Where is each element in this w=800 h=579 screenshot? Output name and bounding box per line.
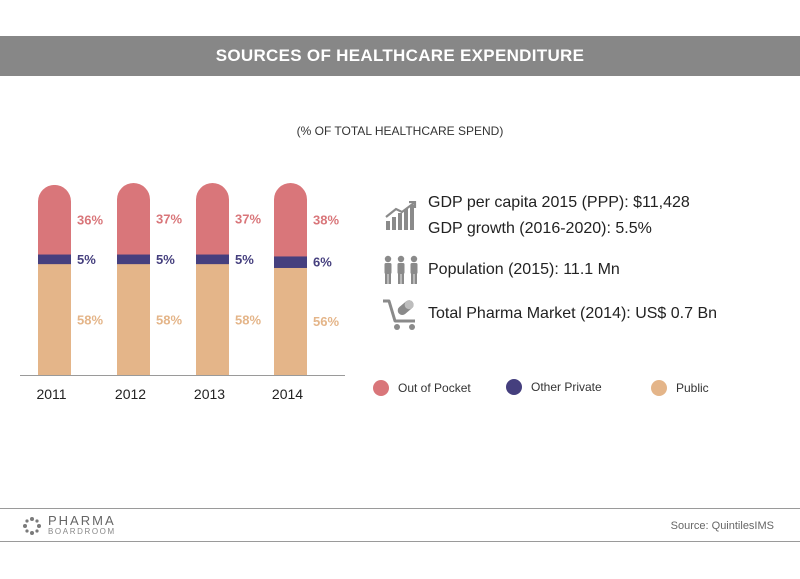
bar-segment-other-private-2012 <box>117 254 150 265</box>
bar-segment-other-private-2014 <box>274 255 307 268</box>
people-icon <box>380 250 422 290</box>
legend-item-out-of-pocket: Out of Pocket <box>373 380 471 396</box>
data-label: 5% <box>235 252 254 267</box>
bar-segment-public-2014 <box>274 267 307 375</box>
data-label: 56% <box>313 314 339 329</box>
footer-top-rule <box>0 508 800 509</box>
other-private-swatch <box>506 379 522 395</box>
data-label: 58% <box>235 312 261 327</box>
logo-text-pharma: PHARMA <box>48 513 116 528</box>
legend-label: Other Private <box>531 380 602 394</box>
title-bar: SOURCES OF HEALTHCARE EXPENDITURE <box>0 36 800 76</box>
pharma-market: Total Pharma Market (2014): US$ 0.7 Bn <box>428 305 718 322</box>
logo-text-boardroom: BOARDROOM <box>48 527 116 536</box>
bar-segment-out-of-pocket-2013 <box>196 183 229 255</box>
data-label: 5% <box>77 252 96 267</box>
footer-bottom-rule <box>0 541 800 542</box>
data-label: 38% <box>313 212 339 227</box>
data-label: 37% <box>156 212 182 227</box>
stacked-bar-chart: 58% 5% 36% 2011 58% 5% 37% 2012 58% 5% 37% 2013 56% 6… <box>20 183 345 402</box>
pharma-boardroom-logo: PHARMA BOARDROOM <box>22 513 116 537</box>
bar-stack-2012 <box>117 183 150 375</box>
bar-segment-public-2013 <box>196 263 229 375</box>
data-label: 5% <box>156 252 175 267</box>
legend-label: Public <box>676 381 709 395</box>
data-label: 58% <box>156 312 182 327</box>
population: Population (2015): 11.1 Mn <box>428 261 620 278</box>
pharma-cart-icon <box>380 294 422 334</box>
gdp-per-capita: GDP per capita 2015 (PPP): $11,428 <box>428 194 690 211</box>
logo-dots-icon <box>23 517 41 535</box>
legend-label: Out of Pocket <box>398 381 471 395</box>
bar-segment-other-private-2011 <box>38 254 71 265</box>
bar-segment-out-of-pocket-2014 <box>274 183 307 257</box>
source-note: Source: QuintilesIMS <box>670 520 774 532</box>
data-label: 36% <box>77 212 103 227</box>
data-label: 37% <box>235 212 261 227</box>
bar-segment-out-of-pocket-2012 <box>117 183 150 255</box>
bar-segment-public-2011 <box>38 263 71 375</box>
x-tick-label: 2011 <box>36 386 66 402</box>
data-label: 6% <box>313 255 332 270</box>
bar-stack-2013 <box>196 183 229 375</box>
data-label: 58% <box>77 312 103 327</box>
pharma-market-stat: Total Pharma Market (2014): US$ 0.7 Bn <box>380 294 717 334</box>
gdp-stats: GDP per capita 2015 (PPP): $11,428 GDP g… <box>380 190 690 242</box>
public-swatch <box>651 380 667 396</box>
legend-item-public: Public <box>651 380 709 396</box>
out-of-pocket-swatch <box>373 380 389 396</box>
growth-chart-icon <box>380 196 422 236</box>
gdp-growth: GDP growth (2016-2020): 5.5% <box>428 220 652 237</box>
chart-subtitle: (% OF TOTAL HEALTHCARE SPEND) <box>296 124 504 138</box>
page-title: SOURCES OF HEALTHCARE EXPENDITURE <box>215 46 585 65</box>
x-tick-label: 2013 <box>194 386 225 402</box>
bar-segment-other-private-2013 <box>196 254 229 265</box>
bar-stack-2011 <box>38 184 71 375</box>
x-tick-label: 2014 <box>272 386 303 402</box>
legend-item-other-private: Other Private <box>506 379 602 395</box>
bar-segment-out-of-pocket-2011 <box>38 184 71 255</box>
bar-stack-2014 <box>274 183 307 375</box>
bar-segment-public-2012 <box>117 263 150 375</box>
x-tick-label: 2012 <box>115 386 146 402</box>
population-stat: Population (2015): 11.1 Mn <box>380 250 620 290</box>
